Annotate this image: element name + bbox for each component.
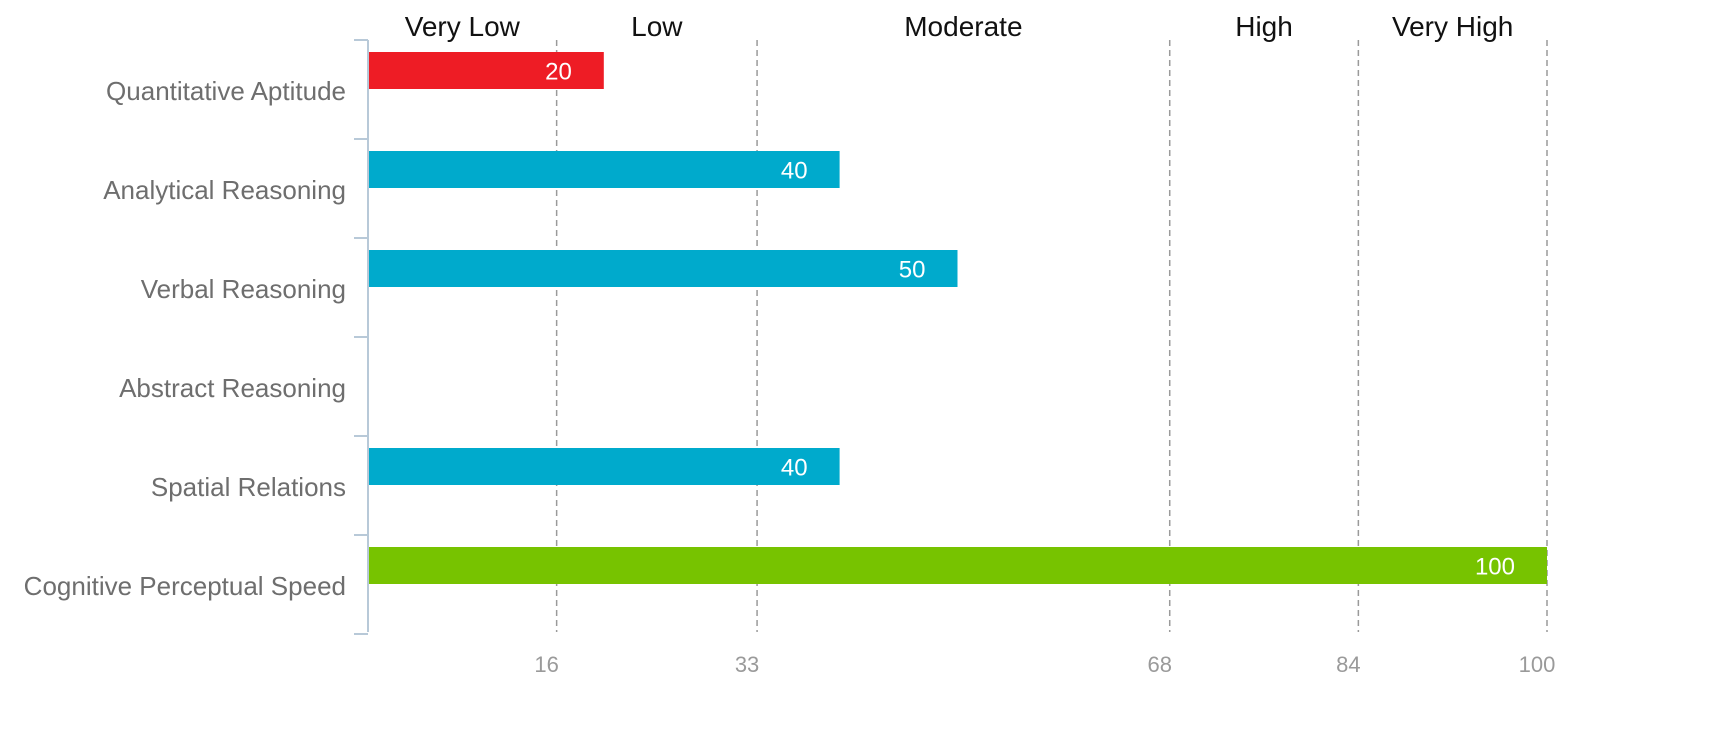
bar <box>369 151 840 188</box>
x-tick-label: 100 <box>1519 652 1556 677</box>
category-label: Verbal Reasoning <box>141 274 346 304</box>
gridlines <box>555 40 1548 632</box>
band-label: High <box>1235 11 1293 42</box>
y-axis <box>354 39 369 635</box>
bars <box>369 52 1547 584</box>
bar-value-label: 40 <box>781 158 808 185</box>
band-label: Very High <box>1392 11 1513 42</box>
bar <box>369 448 840 485</box>
bar-value-label: 50 <box>899 257 926 284</box>
labels: 16 33 68 84 100 Quantitative Aptitude 20 Analyt… <box>24 11 1556 677</box>
x-tick-label: 68 <box>1147 652 1171 677</box>
bar-value-label: 100 <box>1475 554 1515 581</box>
bar <box>369 250 958 287</box>
x-tick-label: 16 <box>534 652 558 677</box>
category-label: Quantitative Aptitude <box>106 76 346 106</box>
x-tick-label: 84 <box>1336 652 1360 677</box>
bar <box>369 52 604 89</box>
x-tick-label: 33 <box>735 652 759 677</box>
band-label: Low <box>631 11 683 42</box>
category-label: Analytical Reasoning <box>103 175 346 205</box>
category-label: Spatial Relations <box>151 472 346 502</box>
bar <box>369 547 1547 584</box>
bar-value-label: 20 <box>545 59 572 86</box>
band-label: Moderate <box>904 11 1022 42</box>
bar-value-label: 40 <box>781 455 808 482</box>
category-label: Abstract Reasoning <box>119 373 346 403</box>
category-label: Cognitive Perceptual Speed <box>24 571 346 601</box>
band-label: Very Low <box>405 11 521 42</box>
